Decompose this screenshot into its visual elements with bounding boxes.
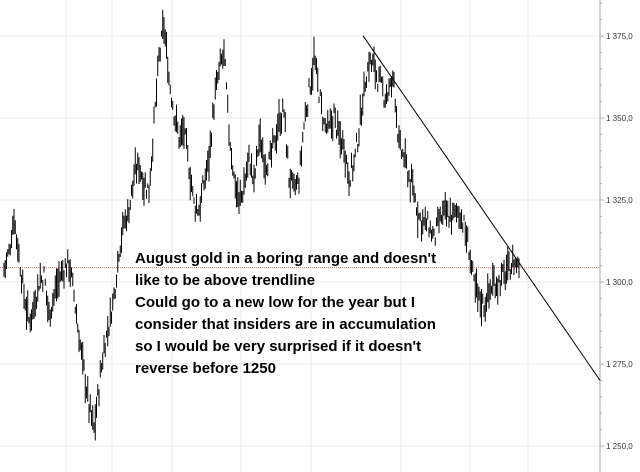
y-tick-label: 1 375,0: [606, 32, 633, 41]
annotation-line: reverse before 1250: [135, 360, 276, 377]
y-tick-label: 1 350,0: [606, 114, 633, 123]
annotation-line: like to be above trendline: [135, 272, 316, 289]
vertical-grid: [65, 0, 529, 472]
annotation-line: so I would be very surprised if it doesn…: [135, 338, 422, 355]
y-tick-label: 1 275,0: [606, 360, 633, 369]
y-axis-ticks: 1 250,0 1 275,0 1 300,0 1 325,0 1 350,0 1 375…: [600, 2, 633, 451]
horizontal-grid: [0, 35, 600, 447]
y-tick-label: 1 300,0: [606, 278, 633, 287]
annotation-line: consider that insiders are in accumulati…: [135, 316, 436, 333]
y-tick-label: 1 325,0: [606, 196, 633, 205]
price-bars: [3, 9, 520, 441]
y-tick-label: 1 250,0: [606, 442, 633, 451]
annotation-text: August gold in a boring range and doesn'…: [135, 248, 465, 380]
annotation-line: August gold in a boring range and doesn'…: [135, 250, 437, 267]
trendline: [362, 35, 601, 381]
annotation-line: Could go to a new low for the year but I: [135, 294, 416, 311]
